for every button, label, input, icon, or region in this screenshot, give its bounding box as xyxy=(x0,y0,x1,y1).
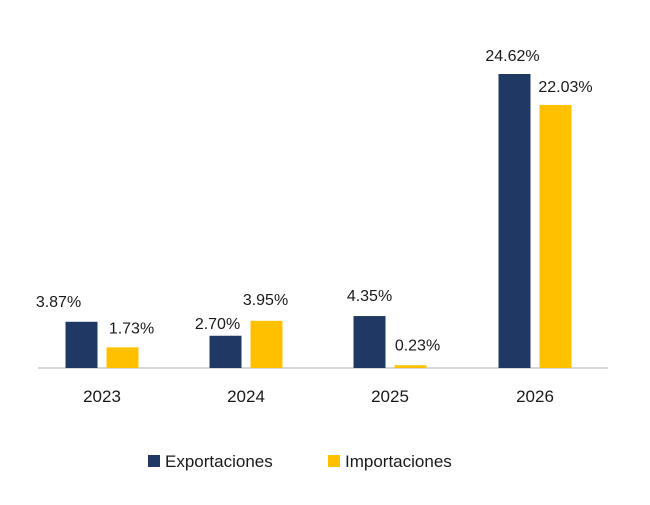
bars-layer xyxy=(65,74,572,368)
bar-importaciones-2024 xyxy=(250,320,283,368)
x-tick-label-2026: 2026 xyxy=(516,387,554,406)
bar-exportaciones-2026 xyxy=(498,74,531,368)
bar-importaciones-2023 xyxy=(106,347,139,368)
data-label-exportaciones-2025: 4.35% xyxy=(347,288,392,305)
x-tick-label-2024: 2024 xyxy=(227,387,265,406)
x-tick-label-2025: 2025 xyxy=(371,387,409,406)
legend-swatch-importaciones xyxy=(328,455,340,467)
bar-importaciones-2025 xyxy=(394,365,427,368)
data-label-importaciones-2026: 22.03% xyxy=(538,79,592,96)
bar-importaciones-2026 xyxy=(539,104,572,368)
data-labels-layer: 3.87% 2.70% 4.35% 24.62% 1.73% 3.95% 0.23% 22.0… xyxy=(36,48,593,354)
x-tick-labels: 2023 2024 2025 2026 xyxy=(83,387,554,406)
legend: Exportaciones Importaciones xyxy=(148,452,452,471)
legend-label-exportaciones: Exportaciones xyxy=(165,452,273,471)
data-label-exportaciones-2023: 3.87% xyxy=(36,294,81,311)
data-label-exportaciones-2026: 24.62% xyxy=(485,48,539,65)
legend-swatch-exportaciones xyxy=(148,455,160,467)
data-label-exportaciones-2024: 2.70% xyxy=(195,316,240,333)
data-label-importaciones-2023: 1.73% xyxy=(109,320,154,337)
legend-label-importaciones: Importaciones xyxy=(345,452,452,471)
bar-exportaciones-2025 xyxy=(353,316,386,368)
bar-exportaciones-2023 xyxy=(65,321,98,368)
data-label-importaciones-2025: 0.23% xyxy=(395,337,440,354)
data-label-importaciones-2024: 3.95% xyxy=(243,292,288,309)
bar-exportaciones-2024 xyxy=(209,335,242,368)
x-tick-label-2023: 2023 xyxy=(83,387,121,406)
